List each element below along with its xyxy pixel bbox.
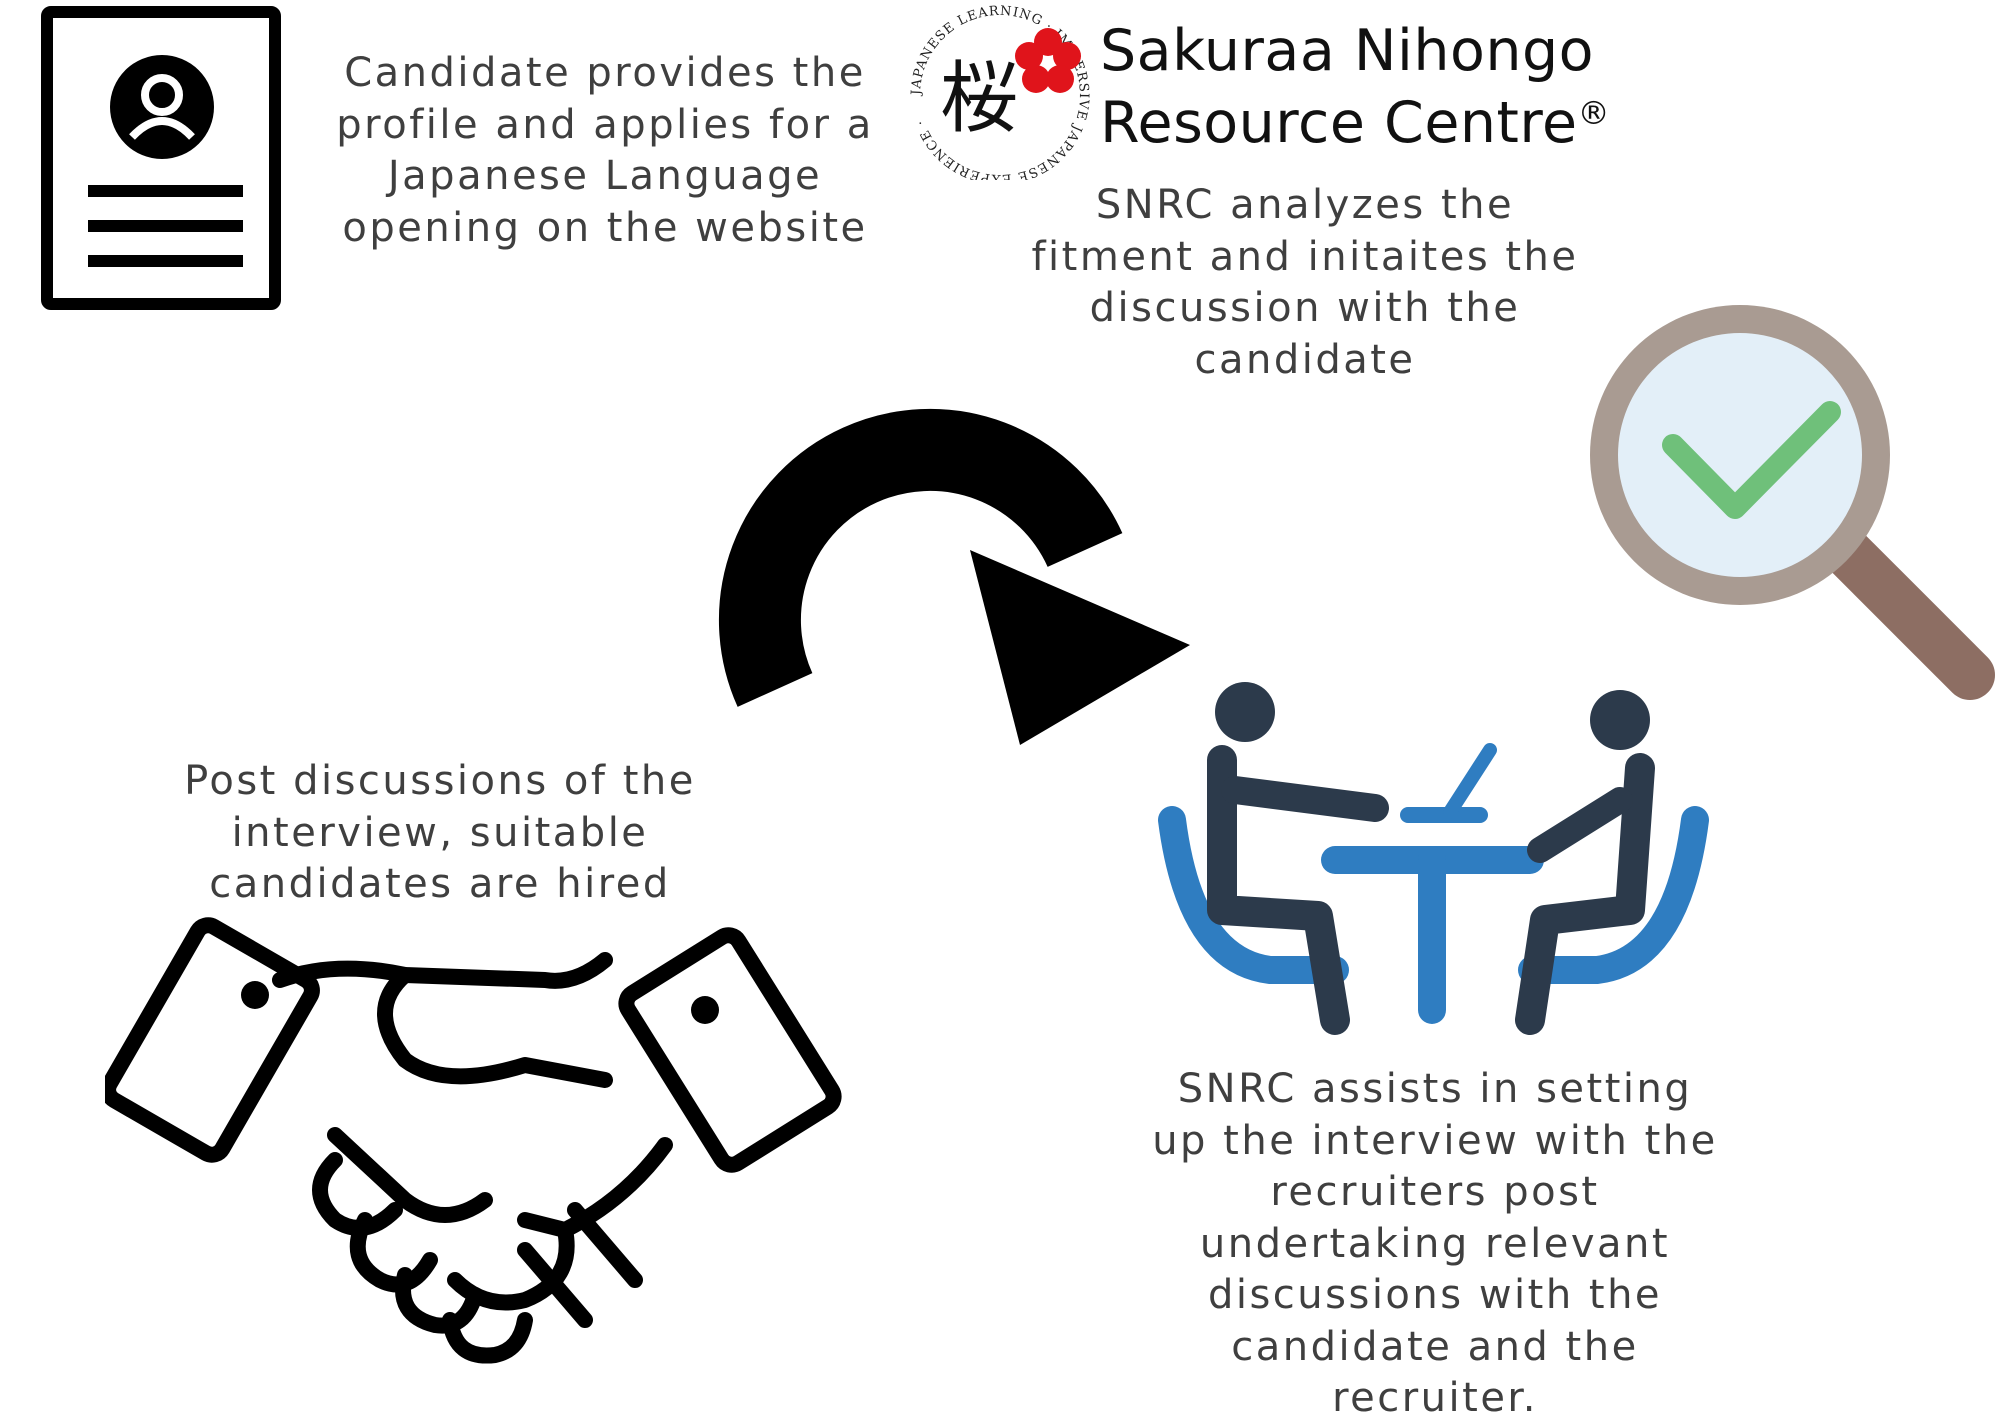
brand-name-line1: Sakuraa Nihongo (1100, 18, 1595, 84)
brand-name-line2-text: Resource Centre (1100, 90, 1578, 156)
step-apply-line: profile and applies for a (336, 101, 874, 148)
step-analyze-line: fitment and initaites the (1031, 233, 1579, 280)
step-interview-line: candidate and the (1231, 1323, 1639, 1370)
logo: JAPANESE LEARNING · IMMERSIVE JAPANESE E… (900, 0, 1640, 180)
step-interview-line: up the interview with the (1152, 1117, 1718, 1164)
step-interview-line: undertaking relevant (1199, 1220, 1671, 1267)
step-hire-line: interview, suitable (231, 809, 649, 856)
step-hire-line: Post discussions of the (184, 758, 696, 804)
step-analyze-line: SNRC analyzes the (1095, 182, 1515, 228)
sakura-flower-icon (1015, 28, 1081, 93)
step-analyze-line: candidate (1194, 336, 1416, 383)
handshake-icon (100, 900, 885, 1404)
step-interview-line: recruiter. (1332, 1375, 1538, 1421)
step-apply-line: opening on the website (342, 204, 868, 251)
step-analyze-text: SNRC analyzes the fitment and initaites … (1010, 180, 1600, 386)
step-analyze-line: discussion with the (1089, 285, 1521, 331)
registered-mark: ® (1577, 94, 1611, 132)
step-hire-line: candidates are hired (209, 861, 671, 907)
logo-emblem: JAPANESE LEARNING · IMMERSIVE JAPANESE E… (909, 4, 1090, 180)
step-apply-line: Candidate provides the (344, 50, 866, 96)
step-apply-line: Japanese Language (387, 153, 823, 199)
logo-kanji: 桜 (940, 54, 1018, 144)
step-interview-line: recruiters post (1270, 1169, 1600, 1215)
profile-document-icon (40, 5, 290, 319)
step-interview-text: SNRC assists in setting up the interview… (1130, 1064, 1740, 1425)
cycle-arrow-icon (700, 345, 1200, 769)
step-interview-line: SNRC assists in setting (1177, 1066, 1693, 1112)
checkmark-icon (1662, 401, 1841, 519)
step-hire-text: Post discussions of the interview, suita… (140, 756, 740, 911)
interview-meeting-icon (1150, 680, 1720, 1044)
brand-name-line2: Resource Centre® (1100, 90, 1610, 156)
magnifier-check-icon (1585, 290, 2000, 714)
step-interview-line: discussions with the (1207, 1272, 1663, 1318)
step-apply-text: Candidate provides the profile and appli… (310, 48, 900, 254)
